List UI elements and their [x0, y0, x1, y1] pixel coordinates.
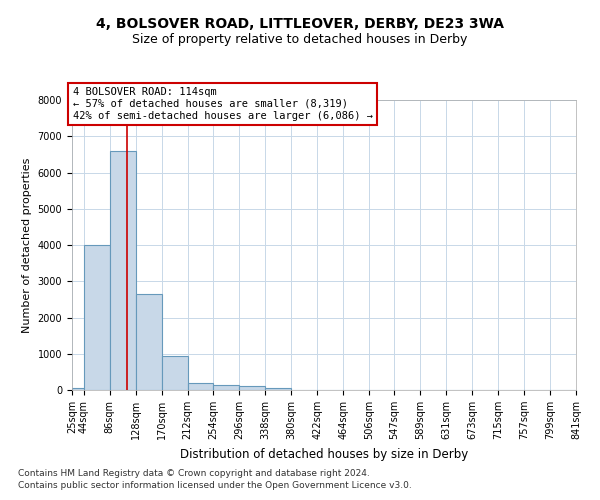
- Bar: [187, 383, 214, 390]
- Text: 4, BOLSOVER ROAD, LITTLEOVER, DERBY, DE23 3WA: 4, BOLSOVER ROAD, LITTLEOVER, DERBY, DE2…: [96, 18, 504, 32]
- Bar: [265, 388, 291, 390]
- Bar: [72, 388, 84, 390]
- Text: Contains public sector information licensed under the Open Government Licence v3: Contains public sector information licen…: [18, 481, 412, 490]
- X-axis label: Distribution of detached houses by size in Derby: Distribution of detached houses by size …: [180, 448, 468, 460]
- Bar: [239, 386, 265, 390]
- Text: Contains HM Land Registry data © Crown copyright and database right 2024.: Contains HM Land Registry data © Crown c…: [18, 468, 370, 477]
- Bar: [136, 294, 161, 390]
- Y-axis label: Number of detached properties: Number of detached properties: [22, 158, 32, 332]
- Bar: [84, 245, 110, 390]
- Text: 4 BOLSOVER ROAD: 114sqm
← 57% of detached houses are smaller (8,319)
42% of semi: 4 BOLSOVER ROAD: 114sqm ← 57% of detache…: [73, 88, 373, 120]
- Text: Size of property relative to detached houses in Derby: Size of property relative to detached ho…: [133, 32, 467, 46]
- Bar: [110, 151, 136, 390]
- Bar: [161, 356, 187, 390]
- Bar: [214, 384, 239, 390]
